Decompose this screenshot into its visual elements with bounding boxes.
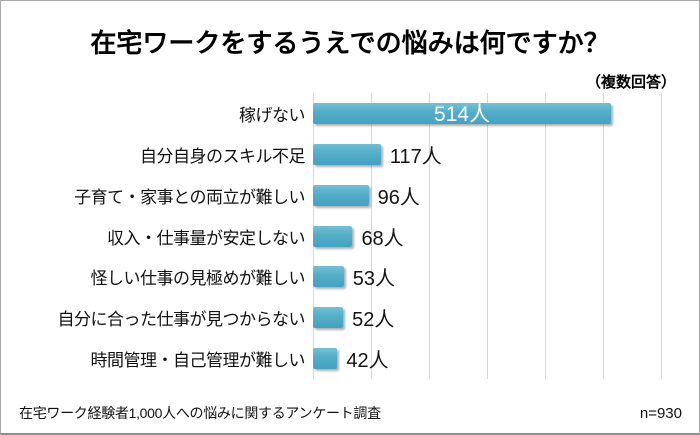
value-label: 53人 [352, 268, 395, 291]
value-label: 42人 [346, 350, 389, 373]
bar-row: 怪しい仕事の見極めが難しい 53人 [1, 256, 699, 297]
gridline [371, 93, 372, 379]
gridline [603, 93, 604, 379]
bar-row: 稼げない 514人 [1, 93, 699, 134]
value-label: 117人 [389, 145, 442, 168]
survey-source-note: 在宅ワーク経験者1,000人への悩みに関するアンケート調査 [19, 405, 381, 421]
bar-chart: 稼げない 514人自分自身のスキル不足 117人子育て・家事との両立が難しい 96人収… [1, 93, 699, 379]
bar-row: 自分に合った仕事が見つからない 52人 [1, 297, 699, 338]
sample-size: n=930 [639, 405, 682, 422]
value-label: 96人 [377, 186, 420, 209]
bar-row: 自分自身のスキル不足 117人 [1, 134, 699, 175]
bar [313, 348, 338, 370]
gridline [661, 93, 662, 379]
category-label: 収入・仕事量が安定しない [107, 228, 306, 248]
gridline [429, 93, 430, 379]
bar [313, 143, 381, 165]
chart-title: 在宅ワークをするうえでの悩みは何ですか？ [90, 28, 610, 58]
bar-row: 子育て・家事との両立が難しい 96人 [1, 175, 699, 216]
gridline [545, 93, 546, 379]
bar-rows: 稼げない 514人自分自身のスキル不足 117人子育て・家事との両立が難しい 96人収… [1, 93, 699, 379]
category-label: 自分に合った仕事が見つからない [57, 310, 306, 330]
footer: 在宅ワーク経験者1,000人への悩みに関するアンケート調査 n=930 [19, 403, 682, 423]
value-label: 514人 [434, 103, 491, 127]
category-label: 子育て・家事との両立が難しい [74, 187, 305, 207]
value-label: 68人 [361, 227, 404, 250]
bar [313, 184, 369, 206]
category-label: 稼げない [239, 105, 306, 125]
value-label: 52人 [352, 309, 395, 332]
category-label: 自分自身のスキル不足 [140, 146, 306, 166]
bar [313, 266, 344, 288]
category-label: 怪しい仕事の見極めが難しい [90, 269, 306, 289]
bar [313, 307, 344, 329]
bar [313, 225, 353, 247]
gridline [487, 93, 488, 379]
multiple-answers-note: （複数回答） [585, 74, 676, 91]
bar: 514人 [313, 102, 612, 126]
bar-row: 時間管理・自己管理が難しい 42人 [1, 338, 699, 379]
bar-row: 収入・仕事量が安定しない 68人 [1, 216, 699, 257]
category-label: 時間管理・自己管理が難しい [90, 351, 306, 371]
